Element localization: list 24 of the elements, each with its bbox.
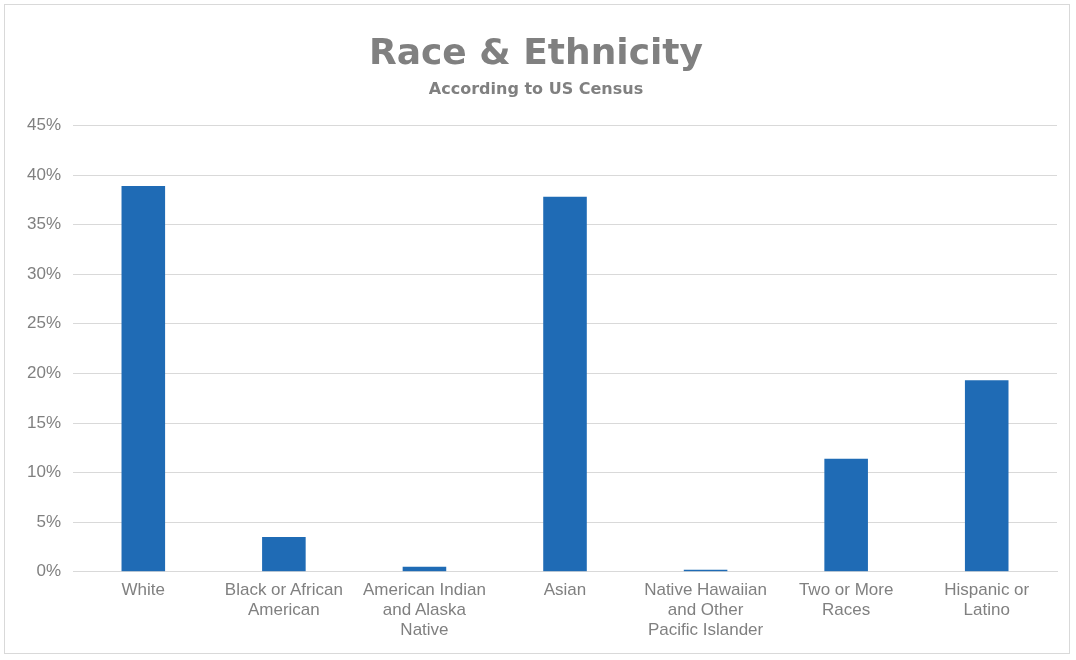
bar: [262, 537, 306, 572]
chart-title: Race & Ethnicity: [369, 30, 703, 72]
bar: [824, 458, 868, 572]
y-tick-label: 5%: [36, 511, 62, 531]
y-tick-label: 0%: [36, 561, 62, 581]
x-tick-label: White: [121, 579, 166, 599]
bar: [543, 196, 587, 572]
x-tick-label: Black or African American: [224, 579, 343, 620]
y-tick-label: 40%: [26, 164, 62, 184]
y-tick-label: 10%: [26, 462, 62, 482]
y-tick-label: 20%: [26, 363, 62, 383]
chart-subtitle: According to US Census: [428, 78, 644, 98]
y-tick-label: 30%: [26, 263, 62, 283]
x-tick-label: Native Hawaiian and Other Pacific Islander: [644, 579, 767, 640]
x-tick-label: American Indian and Alaska Native: [363, 579, 486, 640]
x-tick-label: Asian: [543, 579, 587, 599]
y-tick-label: 15%: [26, 412, 62, 432]
bar: [121, 185, 166, 572]
y-tick-label: 45%: [26, 115, 62, 135]
bar: [964, 380, 1009, 572]
y-tick-label: 35%: [26, 214, 62, 234]
x-tick-label: Two or More Races: [798, 579, 894, 620]
y-tick-label: 25%: [26, 313, 62, 333]
x-tick-label: Hispanic or Latino: [944, 579, 1030, 620]
